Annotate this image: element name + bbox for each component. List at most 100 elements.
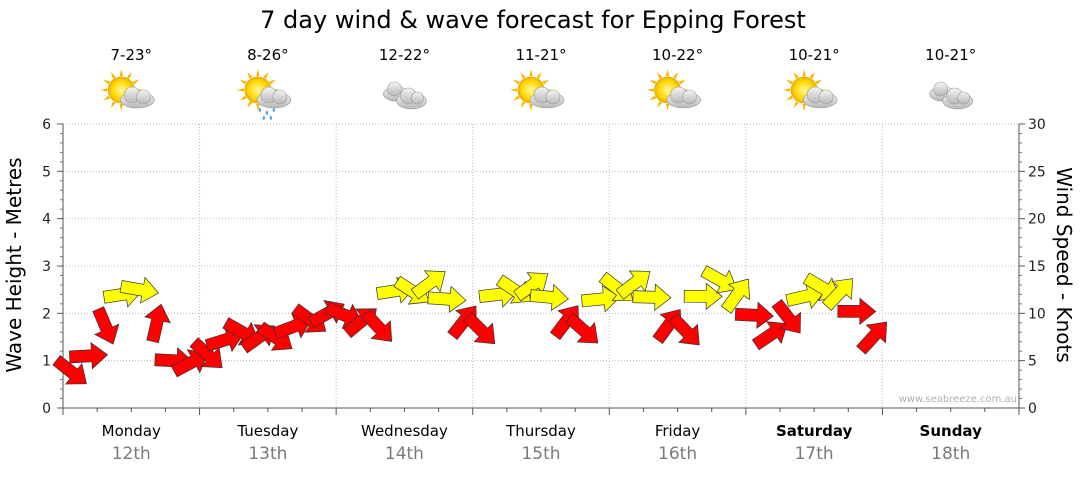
sun-ray xyxy=(132,79,140,85)
cloud-puff xyxy=(411,91,424,105)
temp-label: 10-22° xyxy=(652,46,703,64)
sun-ray xyxy=(512,79,520,85)
wind-arrow xyxy=(52,355,87,385)
partly-cloudy-icon xyxy=(100,69,155,111)
watermark: www.seabreeze.com.au xyxy=(899,394,1017,405)
sun-ray xyxy=(126,71,132,79)
sun-ray xyxy=(665,103,670,111)
wind-arrow xyxy=(189,337,223,369)
sun-ray xyxy=(809,71,815,79)
cloudy-icon xyxy=(383,81,427,110)
wind-arrow-shape xyxy=(668,312,700,346)
cloud-puff xyxy=(387,81,402,97)
cloud-puff xyxy=(933,81,949,97)
wind-arrow xyxy=(513,272,549,302)
sun-ray xyxy=(510,88,518,92)
sun-ray xyxy=(529,69,533,77)
wind-arrow xyxy=(734,301,774,330)
wind-arrow-shape xyxy=(52,355,87,385)
day-name-label: Tuesday xyxy=(236,422,298,440)
wind-arrow xyxy=(427,285,467,313)
y-axis-left-label: Wave Height - Metres xyxy=(2,157,26,372)
sun-ray xyxy=(657,101,663,109)
cloud-puff xyxy=(957,91,971,105)
day-date-label: 13th xyxy=(248,444,287,464)
sun-ray xyxy=(110,71,116,79)
wind-arrow-shape xyxy=(580,285,621,313)
wind-arrow-shape xyxy=(565,312,599,344)
wind-arrow xyxy=(170,349,209,378)
wind-arrow xyxy=(92,306,120,345)
grid xyxy=(63,123,1019,408)
wind-arrow xyxy=(837,297,877,326)
cloud-puff xyxy=(272,89,288,105)
y-right-tick-label: 10 xyxy=(1028,306,1046,322)
sun-ray xyxy=(785,95,793,101)
wind-arrow xyxy=(360,308,393,342)
wind-arrow xyxy=(410,270,446,300)
wind-arrow-shape xyxy=(771,298,801,334)
sun-ray xyxy=(256,103,260,111)
wind-arrow xyxy=(580,285,621,313)
wind-arrow-shape xyxy=(447,305,477,341)
weather-row: 7-23° 8-26° 12-22° 11-21° 10-22° 10-21° 10-21° xyxy=(100,46,976,120)
day-date-label: 17th xyxy=(795,444,834,464)
cloud-puff xyxy=(818,89,834,105)
wind-arrow xyxy=(720,278,750,314)
sun-ray xyxy=(256,69,260,77)
wind-arrow-shape xyxy=(360,308,393,342)
wind-arrow-shape xyxy=(119,276,160,304)
wind-arrow-shape xyxy=(734,301,774,330)
wind-arrow-shape xyxy=(513,272,549,302)
sun-ray xyxy=(520,101,526,109)
sun-ray xyxy=(269,79,277,85)
y-right-tick-label: 15 xyxy=(1028,259,1046,275)
wind-arrow-shape xyxy=(632,283,672,312)
sun-ray xyxy=(802,69,806,77)
cloud-puff xyxy=(135,89,151,105)
day-date-label: 15th xyxy=(521,444,560,464)
wind-arrow xyxy=(144,303,171,344)
sun-ray xyxy=(657,71,663,79)
partly-cloudy-icon xyxy=(510,69,565,111)
rain-drop xyxy=(258,107,262,112)
day-name-label: Thursday xyxy=(505,422,576,440)
rain-drop xyxy=(272,107,276,112)
wind-arrow xyxy=(119,276,160,304)
cloud-shape xyxy=(396,87,427,110)
y-left-tick-label: 1 xyxy=(42,354,51,370)
rain-drop xyxy=(262,115,266,120)
cloud-shape xyxy=(256,86,292,109)
wind-arrow-shape xyxy=(821,278,854,311)
y-left-tick-label: 0 xyxy=(42,401,51,417)
sun-ray xyxy=(678,79,686,85)
temp-label: 11-21° xyxy=(515,46,566,64)
wind-arrow-shape xyxy=(68,342,109,370)
y-right-tick-label: 25 xyxy=(1028,164,1046,180)
sun-ray xyxy=(103,95,111,101)
sun-ray xyxy=(802,103,806,111)
wind-arrow xyxy=(549,305,580,341)
sun-ray xyxy=(646,88,654,92)
wind-arrow xyxy=(632,283,672,312)
y-left-tick-label: 5 xyxy=(42,164,51,180)
y-right-tick-label: 0 xyxy=(1028,401,1037,417)
sun-ray xyxy=(236,88,244,92)
day-name-label: Monday xyxy=(102,422,161,440)
sun-ray xyxy=(793,71,799,79)
temp-label: 12-22° xyxy=(379,46,430,64)
rain-drop xyxy=(269,115,273,120)
wind-arrow xyxy=(771,298,801,334)
sun-ray xyxy=(512,95,520,101)
sun-ray xyxy=(119,103,123,111)
y-right-tick-label: 30 xyxy=(1028,117,1046,133)
wind-arrow-shape xyxy=(751,321,788,351)
wind-arrow xyxy=(700,265,738,294)
y-left-tick-label: 6 xyxy=(42,117,51,133)
day-name-label: Sunday xyxy=(920,422,983,440)
cloud-shape xyxy=(666,86,701,109)
wind-arrow-shape xyxy=(529,283,569,312)
y-right-tick-label: 5 xyxy=(1028,354,1037,370)
sun-ray xyxy=(649,95,657,101)
